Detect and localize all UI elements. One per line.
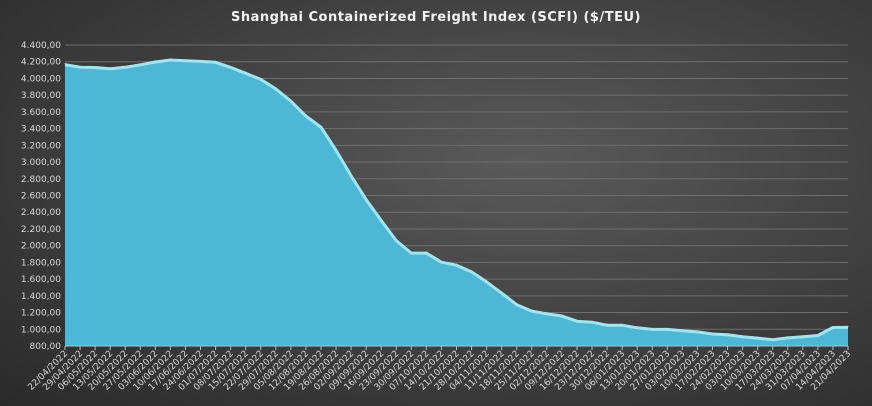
data-point bbox=[757, 336, 759, 338]
y-tick-label: 1.200,00 bbox=[21, 309, 61, 319]
y-tick-label: 1.400,00 bbox=[21, 292, 61, 302]
y-tick-label: 1.000,00 bbox=[21, 325, 61, 335]
data-point bbox=[531, 309, 533, 311]
data-point bbox=[456, 263, 457, 265]
data-point bbox=[832, 326, 834, 328]
data-point bbox=[230, 65, 232, 67]
y-tick-label: 2.200,00 bbox=[21, 225, 61, 235]
data-point bbox=[696, 330, 698, 332]
y-tick-label: 4.000,00 bbox=[21, 74, 61, 84]
data-point bbox=[275, 87, 277, 89]
y-tick-label: 3.200,00 bbox=[21, 141, 61, 151]
data-point bbox=[501, 291, 503, 293]
data-point bbox=[727, 333, 729, 335]
data-point bbox=[320, 125, 322, 127]
data-point bbox=[410, 251, 412, 253]
data-point bbox=[245, 71, 247, 73]
data-point bbox=[681, 329, 683, 331]
y-tick-label: 800,00 bbox=[30, 342, 62, 352]
data-point bbox=[260, 77, 262, 79]
data-point bbox=[561, 314, 563, 316]
data-point bbox=[154, 60, 156, 62]
data-point bbox=[636, 326, 638, 328]
data-point bbox=[711, 332, 713, 334]
data-point bbox=[486, 280, 488, 282]
y-tick-label: 1.600,00 bbox=[21, 275, 61, 285]
data-point bbox=[621, 323, 623, 325]
data-point bbox=[802, 335, 804, 337]
data-point bbox=[380, 218, 382, 220]
data-point bbox=[576, 319, 578, 321]
data-point bbox=[124, 65, 126, 67]
y-tick-label: 3.800,00 bbox=[21, 91, 61, 101]
data-point bbox=[335, 148, 337, 150]
y-tick-label: 2.000,00 bbox=[21, 242, 61, 252]
data-point bbox=[64, 63, 66, 65]
y-tick-label: 2.600,00 bbox=[21, 192, 61, 202]
data-point bbox=[847, 325, 849, 327]
data-point bbox=[591, 320, 593, 322]
data-point bbox=[817, 334, 819, 336]
y-tick-label: 4.200,00 bbox=[21, 58, 61, 68]
data-point bbox=[350, 174, 352, 176]
data-point bbox=[215, 60, 217, 62]
data-point bbox=[169, 58, 171, 60]
data-point bbox=[184, 59, 186, 61]
data-point bbox=[109, 67, 111, 69]
chart-title: Shanghai Containerized Freight Index (SC… bbox=[231, 10, 641, 25]
area-series bbox=[65, 59, 848, 346]
data-point bbox=[546, 312, 548, 314]
data-point bbox=[365, 198, 367, 200]
data-point bbox=[79, 65, 81, 67]
data-point bbox=[425, 251, 427, 253]
y-tick-label: 2.400,00 bbox=[21, 208, 61, 218]
data-point bbox=[139, 63, 141, 65]
y-tick-label: 3.400,00 bbox=[21, 125, 61, 135]
data-point bbox=[305, 114, 307, 116]
data-point bbox=[651, 327, 653, 329]
data-point bbox=[666, 327, 668, 329]
y-tick-label: 2.800,00 bbox=[21, 175, 61, 185]
y-tick-label: 4.400,00 bbox=[21, 41, 61, 51]
y-tick-label: 3.000,00 bbox=[21, 158, 61, 168]
data-point bbox=[200, 59, 202, 61]
data-point bbox=[516, 303, 518, 305]
data-point bbox=[606, 323, 608, 325]
data-point bbox=[772, 338, 774, 340]
data-point bbox=[742, 335, 744, 337]
area-edge bbox=[64, 58, 849, 342]
data-point bbox=[290, 99, 292, 101]
data-point bbox=[395, 239, 397, 241]
data-point bbox=[94, 65, 96, 67]
y-tick-label: 3.600,00 bbox=[21, 108, 61, 118]
data-point bbox=[787, 336, 789, 338]
data-point bbox=[471, 270, 473, 272]
y-tick-label: 1.800,00 bbox=[21, 258, 61, 268]
data-point bbox=[440, 260, 442, 262]
